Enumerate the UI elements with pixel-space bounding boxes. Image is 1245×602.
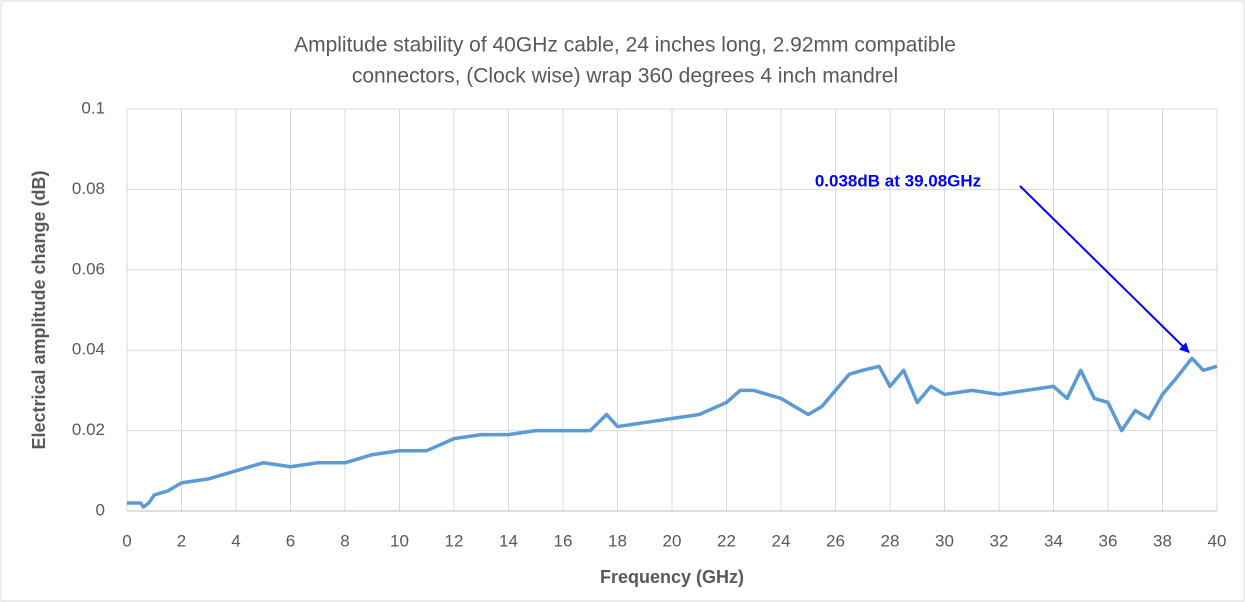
- y-tick-label: 0.1: [81, 98, 105, 117]
- chart-title: Amplitude stability of 40GHz cable, 24 i…: [294, 34, 956, 57]
- x-tick-label: 30: [935, 531, 954, 550]
- y-axis-title: Electrical amplitude change (dB): [29, 170, 49, 449]
- x-tick-label: 36: [1099, 531, 1118, 550]
- y-tick-label: 0.04: [72, 340, 105, 359]
- x-tick-label: 34: [1044, 531, 1063, 550]
- x-tick-label: 6: [286, 531, 295, 550]
- x-tick-label: 32: [990, 531, 1009, 550]
- x-tick-label: 26: [826, 531, 845, 550]
- x-tick-label: 16: [554, 531, 573, 550]
- x-tick-label: 14: [499, 531, 518, 550]
- x-tick-label: 28: [881, 531, 900, 550]
- x-tick-label: 8: [340, 531, 349, 550]
- annotation-arrow: [1019, 185, 1190, 353]
- x-tick-label: 18: [608, 531, 627, 550]
- y-tick-label: 0.02: [72, 420, 105, 439]
- y-tick-label: 0.06: [72, 259, 105, 278]
- x-axis-title: Frequency (GHz): [600, 567, 744, 587]
- x-tick-label: 24: [772, 531, 791, 550]
- chart-title: connectors, (Clock wise) wrap 360 degree…: [352, 65, 898, 88]
- x-tick-label: 0: [122, 531, 131, 550]
- data-line: [127, 356, 1218, 509]
- y-tick-label: 0.08: [72, 179, 105, 198]
- x-tick-label: 12: [445, 531, 464, 550]
- x-tick-label: 2: [177, 531, 186, 550]
- x-tick-label: 38: [1153, 531, 1172, 550]
- annotation-label: 0.038dB at 39.08GHz: [815, 171, 981, 190]
- x-tick-label: 10: [390, 531, 409, 550]
- x-tick-label: 4: [231, 531, 240, 550]
- y-tick-label: 0: [96, 500, 105, 519]
- x-tick-label: 40: [1208, 531, 1227, 550]
- x-tick-label: 20: [663, 531, 682, 550]
- x-tick-label: 22: [717, 531, 736, 550]
